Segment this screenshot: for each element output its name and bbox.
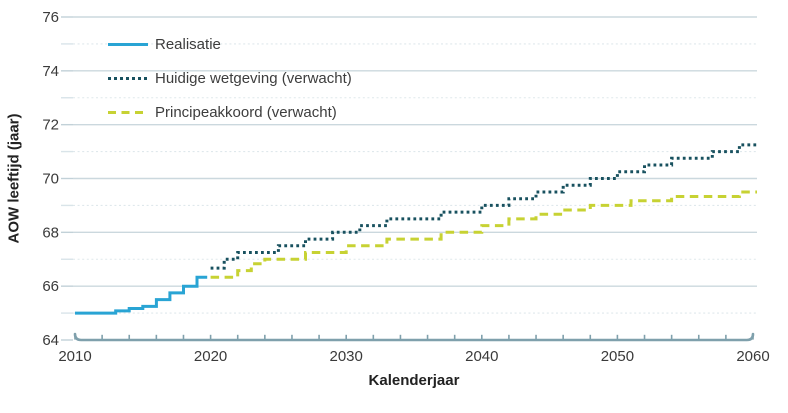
legend-swatch-solid-line: [108, 43, 148, 46]
y-tick-label: 70: [42, 171, 59, 188]
x-tick-label: 2060: [736, 348, 769, 365]
y-tick-label: 68: [42, 224, 59, 241]
x-axis-title-text: Kalenderjaar: [368, 372, 460, 389]
x-tick-label: 2020: [194, 348, 227, 365]
x-tick-label: 2040: [465, 348, 498, 365]
x-tick-label: 2050: [601, 348, 634, 365]
x-axis-line: [73, 332, 755, 342]
legend-label-principeakkoord: Principeakkoord (verwacht): [155, 104, 337, 121]
x-axis-title: Kalenderjaar: [75, 372, 753, 389]
y-tick-label: 76: [42, 9, 59, 26]
x-tick-label: 2010: [58, 348, 91, 365]
legend-item-huidige-wetgeving: Huidige wetgeving (verwacht): [108, 67, 352, 90]
series-line-0: [75, 275, 208, 315]
y-tick-label: 72: [42, 117, 59, 134]
legend-item-realisatie: Realisatie: [108, 33, 352, 56]
legend-label-huidige-wetgeving: Huidige wetgeving (verwacht): [155, 70, 352, 87]
series-line-2: [210, 190, 757, 279]
series-line-1: [210, 143, 757, 270]
legend-item-principeakkoord: Principeakkoord (verwacht): [108, 101, 352, 124]
x-tick-label: 2030: [330, 348, 363, 365]
legend: Realisatie Huidige wetgeving (verwacht) …: [108, 33, 352, 135]
y-axis-title-text: AOW leeftijd (jaar): [5, 113, 23, 244]
y-tick-label: 74: [42, 63, 59, 80]
y-tick-label: 66: [42, 278, 59, 295]
legend-label-realisatie: Realisatie: [155, 36, 221, 53]
y-axis-title: AOW leeftijd (jaar): [0, 17, 28, 340]
legend-swatch-dotted-line: [108, 77, 148, 80]
y-tick-label: 64: [42, 332, 59, 349]
legend-swatch-dashed-line: [108, 111, 148, 114]
